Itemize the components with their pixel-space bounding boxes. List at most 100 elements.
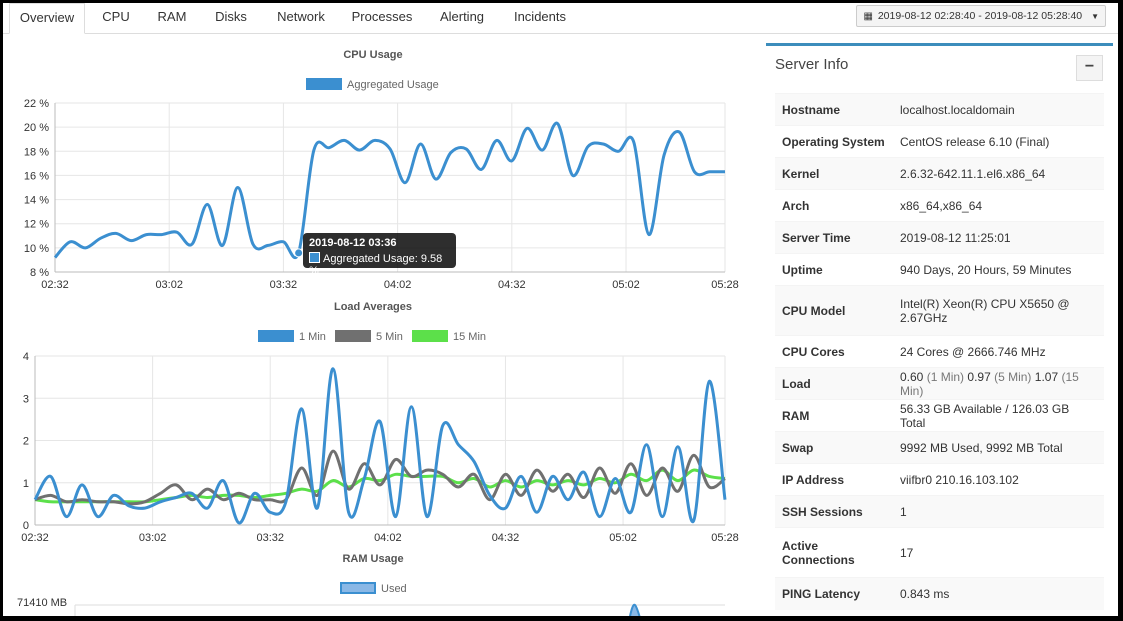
info-value: 17 bbox=[893, 527, 1104, 578]
info-key: SSH Sessions bbox=[775, 495, 893, 528]
info-value: 2019-08-12 11:25:01 bbox=[893, 221, 1104, 254]
load-unit: (15 Min) bbox=[900, 369, 1079, 398]
ram-line bbox=[629, 603, 641, 616]
load-chart-title: Load Averages bbox=[333, 301, 413, 313]
tab-ram[interactable]: RAM bbox=[157, 9, 187, 24]
load-legend-5min[interactable]: 5 Min bbox=[335, 330, 403, 343]
info-key: Server Time bbox=[775, 221, 893, 254]
info-row: Server Time 2019-08-12 11:25:01 bbox=[775, 221, 1104, 254]
info-row: RAM 56.33 GB Available / 126.03 GB Total bbox=[775, 399, 1104, 432]
legend-label: 1 Min bbox=[299, 331, 326, 343]
info-value: 0.60 (1 Min) 0.97 (5 Min) 1.07 (15 Min) bbox=[893, 367, 1104, 400]
series-line-aggregated-usage bbox=[53, 121, 725, 260]
legend-swatch bbox=[258, 330, 294, 342]
tab-processes[interactable]: Processes bbox=[351, 9, 413, 24]
tab-incidents[interactable]: Incidents bbox=[513, 9, 567, 24]
legend-swatch bbox=[306, 78, 342, 90]
info-row: SSH Sessions 1 bbox=[775, 495, 1104, 528]
info-row: Swap 9992 MB Used, 9992 MB Total bbox=[775, 431, 1104, 464]
x-tick-label: 03:32 bbox=[256, 532, 284, 544]
y-tick-label: 3 bbox=[23, 393, 29, 405]
info-row: CPU Model Intel(R) Xeon(R) CPU X5650 @ 2.… bbox=[775, 285, 1104, 336]
load-value: 0.60 bbox=[900, 369, 924, 384]
load-averages-chart[interactable]: 02:32 03:02 03:32 04:02 04:32 05:02 05:28 0 1 2 3 4 bbox=[3, 343, 748, 548]
info-row: Operating System CentOS release 6.10 (Fin… bbox=[775, 125, 1104, 158]
server-info-panel: Server Info − Hostname localhost.localdom… bbox=[766, 43, 1113, 616]
x-tick-label: 02:32 bbox=[21, 532, 49, 544]
info-value: Intel(R) Xeon(R) CPU X5650 @ 2.67GHz bbox=[893, 285, 1104, 336]
tab-bar: Overview CPU RAM Disks Network Processes… bbox=[3, 3, 1118, 34]
info-value: 2.6.32-642.11.1.el6.x86_64 bbox=[893, 157, 1104, 190]
info-value: viifbr0 210.16.103.102 bbox=[893, 463, 1104, 496]
collapse-button[interactable]: − bbox=[1076, 55, 1103, 81]
app-frame: Overview CPU RAM Disks Network Processes… bbox=[3, 3, 1118, 616]
y-tick-label: 16 % bbox=[24, 170, 49, 182]
info-row: Active Connections 17 bbox=[775, 527, 1104, 578]
x-tick-label: 03:32 bbox=[270, 279, 298, 291]
legend-swatch bbox=[335, 330, 371, 342]
x-tick-label: 04:02 bbox=[384, 279, 412, 291]
date-range-picker[interactable]: ▦ 2019-08-12 02:28:40 - 2019-08-12 05:28… bbox=[856, 5, 1106, 27]
info-key: RAM bbox=[775, 399, 893, 432]
info-row: Kernel 2.6.32-642.11.1.el6.x86_64 bbox=[775, 157, 1104, 190]
info-value: x86_64,x86_64 bbox=[893, 189, 1104, 222]
load-legend-15min[interactable]: 15 Min bbox=[412, 330, 486, 343]
info-key: CPU Cores bbox=[775, 335, 893, 368]
info-value: 0.843 ms bbox=[893, 577, 1104, 610]
x-tick-label: 05:02 bbox=[609, 532, 637, 544]
cpu-chart-title: CPU Usage bbox=[343, 49, 403, 61]
legend-label: 15 Min bbox=[453, 331, 487, 343]
ram-usage-chart[interactable] bbox=[3, 601, 748, 616]
info-value: 9992 MB Used, 9992 MB Total bbox=[893, 431, 1104, 464]
info-row: Uptime 940 Days, 20 Hours, 59 Minutes bbox=[775, 253, 1104, 286]
calendar-icon: ▦ bbox=[863, 11, 873, 22]
tab-cpu[interactable]: CPU bbox=[102, 9, 130, 24]
date-range-label: 2019-08-12 02:28:40 - 2019-08-12 05:28:4… bbox=[877, 10, 1083, 22]
tooltip-title: 2019-08-12 03:36 bbox=[309, 237, 397, 249]
tab-network[interactable]: Network bbox=[277, 9, 325, 24]
y-tick-label: 14 % bbox=[24, 195, 49, 207]
load-legend-1min[interactable]: 1 Min bbox=[258, 330, 326, 343]
tab-overview[interactable]: Overview bbox=[9, 3, 85, 34]
tab-alerting[interactable]: Alerting bbox=[439, 9, 485, 24]
x-tick-label: 04:32 bbox=[498, 279, 526, 291]
info-key: Active Connections bbox=[775, 527, 893, 578]
load-unit: (5 Min) bbox=[994, 369, 1032, 384]
tooltip-label: Aggregated Usage: 9.58 % bbox=[309, 253, 443, 277]
ram-legend-used[interactable]: Used bbox=[340, 582, 407, 595]
legend-swatch bbox=[412, 330, 448, 342]
x-tick-label: 05:28 bbox=[711, 279, 739, 291]
y-tick-label: 0 bbox=[23, 520, 29, 532]
load-unit: (1 Min) bbox=[926, 369, 965, 384]
info-row: IP Address viifbr0 210.16.103.102 bbox=[775, 463, 1104, 496]
info-row: CPU Cores 24 Cores @ 2666.746 MHz bbox=[775, 335, 1104, 368]
y-tick-label: 1 bbox=[23, 478, 29, 490]
x-tick-label: 04:02 bbox=[374, 532, 402, 544]
caret-down-icon: ▼ bbox=[1091, 12, 1099, 21]
tab-disks[interactable]: Disks bbox=[215, 9, 247, 24]
y-tick-label: 2 bbox=[23, 436, 29, 448]
info-row: PING Latency 0.843 ms bbox=[775, 577, 1104, 610]
info-value: CentOS release 6.10 (Final) bbox=[893, 125, 1104, 158]
x-tick-label: 03:02 bbox=[139, 532, 167, 544]
info-key: Arch bbox=[775, 189, 893, 222]
server-info-table: Hostname localhost.localdomain Operating S… bbox=[775, 93, 1104, 610]
info-key: PING Latency bbox=[775, 577, 893, 610]
info-row: Arch x86_64,x86_64 bbox=[775, 189, 1104, 222]
legend-swatch bbox=[340, 582, 376, 594]
legend-label: Aggregated Usage bbox=[347, 79, 439, 91]
series-line-1-min bbox=[33, 367, 727, 525]
info-row: Load 0.60 (1 Min) 0.97 (5 Min) 1.07 (15 M… bbox=[775, 367, 1104, 400]
info-key: Operating System bbox=[775, 125, 893, 158]
cpu-usage-chart[interactable]: 02:32 03:02 03:32 04:02 04:32 05:02 05:28 8 % 10… bbox=[3, 89, 748, 299]
chart-tooltip: 2019-08-12 03:36 Aggregated Usage: 9.58 … bbox=[303, 233, 456, 277]
info-value: 24 Cores @ 2666.746 MHz bbox=[893, 335, 1104, 368]
y-tick-label: 18 % bbox=[24, 146, 49, 158]
y-tick-label: 20 % bbox=[24, 122, 49, 134]
info-key: Kernel bbox=[775, 157, 893, 190]
info-key: Load bbox=[775, 367, 893, 400]
cpu-legend-aggregated[interactable]: Aggregated Usage bbox=[306, 78, 439, 91]
x-tick-label: 05:28 bbox=[711, 532, 739, 544]
x-tick-label: 02:32 bbox=[41, 279, 69, 291]
y-tick-label: 22 % bbox=[24, 98, 49, 110]
